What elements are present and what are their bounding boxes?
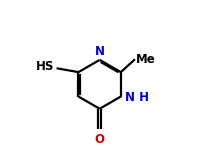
Text: Me: Me [136, 53, 155, 66]
Text: N H: N H [124, 91, 148, 104]
Text: N: N [94, 45, 104, 58]
Text: O: O [94, 133, 104, 146]
Text: HS: HS [35, 60, 54, 73]
